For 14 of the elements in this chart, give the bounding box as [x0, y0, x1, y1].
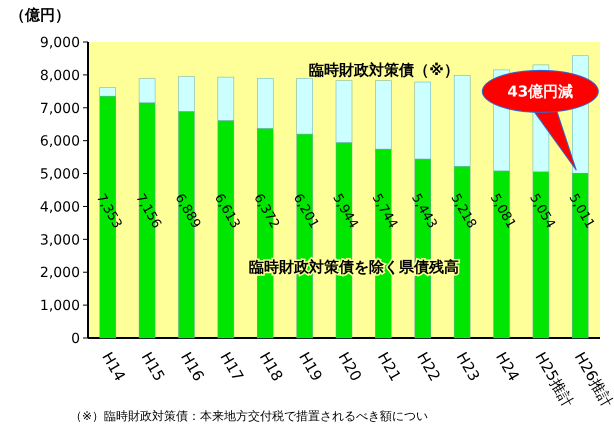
- text: （※）臨時財政対策債：本来地方交付税で措置されるべき額につい: [70, 409, 428, 423]
- annotation: 43億円減: [507, 82, 574, 100]
- y-tick-label: 1,000: [40, 298, 80, 314]
- y-tick-label: 5,000: [40, 166, 80, 183]
- series-label: 臨時財政対策債（※）: [309, 60, 459, 79]
- y-tick-label: 2,000: [40, 265, 80, 282]
- y-tick-label: 7,000: [40, 100, 80, 117]
- y-tick-label: 0: [71, 331, 80, 347]
- y-tick-label: 3,000: [40, 232, 80, 248]
- y-axis-title: （億円）: [10, 6, 70, 24]
- y-tick-label: 8,000: [40, 68, 80, 84]
- y-tick-label: 6,000: [40, 134, 80, 150]
- y-tick-label: 4,000: [40, 199, 80, 216]
- y-tick-label: 9,000: [40, 35, 80, 51]
